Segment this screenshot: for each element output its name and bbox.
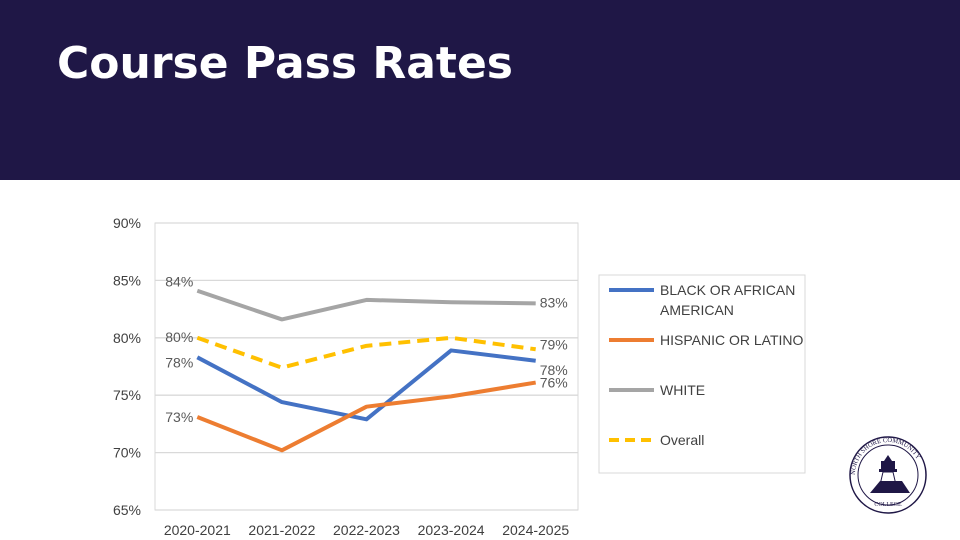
y-tick-label: 90% xyxy=(113,215,141,231)
data-label: 80% xyxy=(165,329,193,345)
legend-label: Overall xyxy=(660,432,704,448)
series-line-hispanic-or-latino xyxy=(196,380,537,453)
series-line-black-or-african-american xyxy=(196,348,536,422)
legend-label: BLACK OR AFRICAN xyxy=(660,282,795,298)
data-label: 84% xyxy=(165,274,193,290)
x-tick-label: 2022-2023 xyxy=(333,522,400,538)
title-banner: Course Pass Rates xyxy=(0,0,960,180)
legend-label: WHITE xyxy=(660,382,705,398)
y-tick-label: 65% xyxy=(113,502,141,518)
data-label: 76% xyxy=(540,375,568,391)
series-line-overall xyxy=(196,335,536,370)
y-tick-label: 85% xyxy=(113,272,141,288)
y-tick-label: 70% xyxy=(113,445,141,461)
y-tick-label: 80% xyxy=(113,330,141,346)
series-line-white xyxy=(196,288,536,322)
x-tick-label: 2023-2024 xyxy=(418,522,485,538)
plot-area xyxy=(154,222,579,511)
data-label: 83% xyxy=(540,294,568,310)
legend-label: HISPANIC OR LATINO xyxy=(660,332,804,348)
data-label: 78% xyxy=(165,354,193,370)
x-tick-label: 2024-2025 xyxy=(502,522,569,538)
y-tick-label: 75% xyxy=(113,387,141,403)
x-tick-label: 2021-2022 xyxy=(248,522,315,538)
page-title: Course Pass Rates xyxy=(57,38,513,89)
data-label: 78% xyxy=(540,362,568,378)
x-tick-label: 2020-2021 xyxy=(164,522,231,538)
legend-label: AMERICAN xyxy=(660,302,734,318)
data-label: 73% xyxy=(165,409,193,425)
data-label: 79% xyxy=(540,336,568,352)
